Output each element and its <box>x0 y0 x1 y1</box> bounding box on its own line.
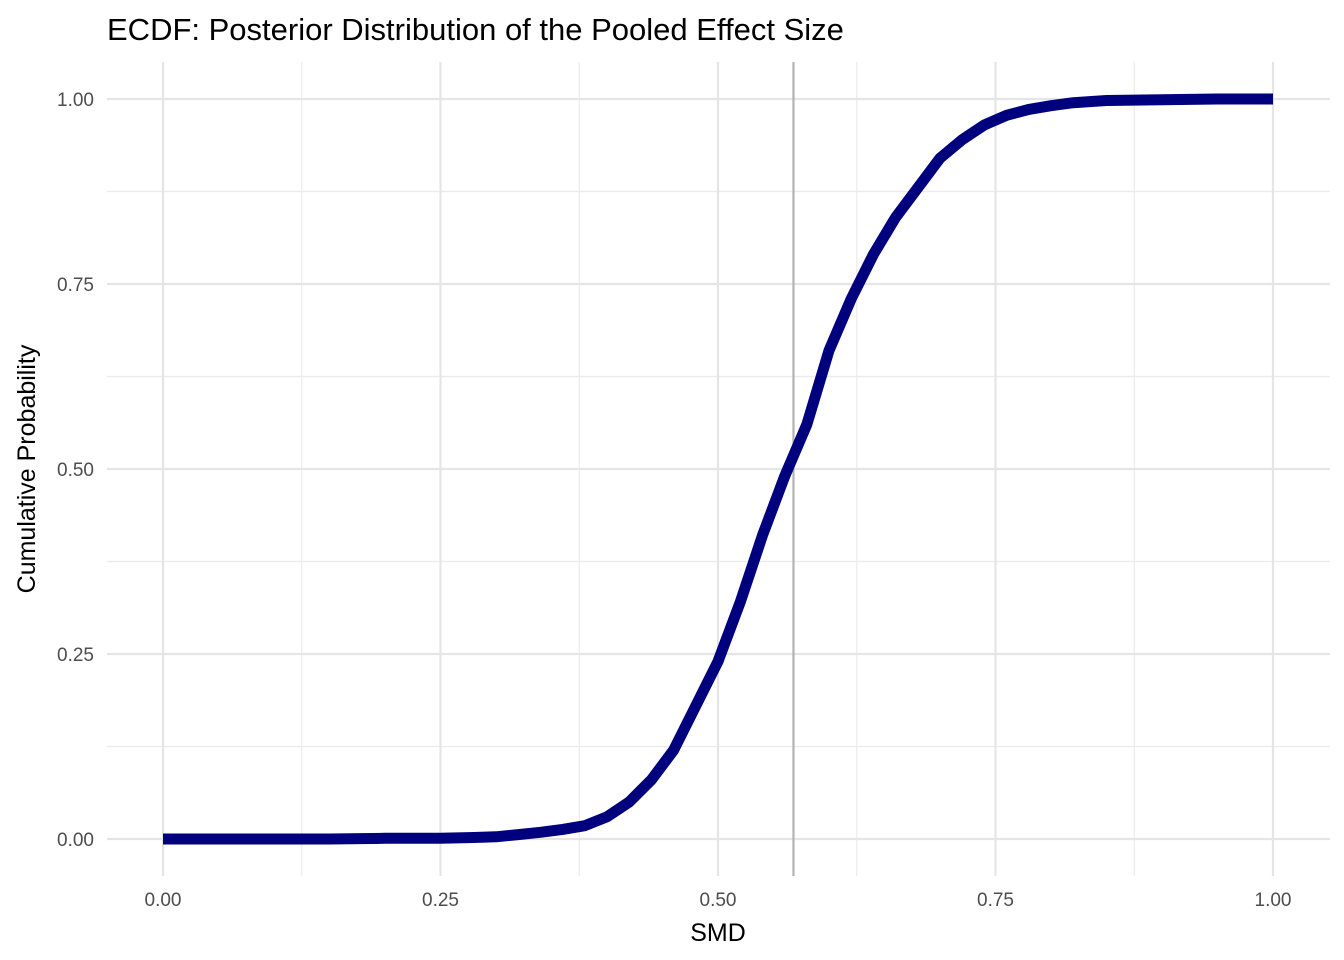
y-tick-label: 1.00 <box>57 90 94 111</box>
x-tick-labels: 0.00 0.25 0.50 0.75 1.00 <box>145 890 1292 911</box>
y-tick-labels: 0.00 0.25 0.50 0.75 1.00 <box>57 90 94 851</box>
x-tick-label: 0.25 <box>422 890 459 911</box>
ecdf-series-line <box>163 93 1273 845</box>
x-tick-label: 0.75 <box>977 890 1014 911</box>
x-tick-label: 1.00 <box>1255 890 1292 911</box>
y-tick-label: 0.25 <box>57 645 94 666</box>
chart-title: ECDF: Posterior Distribution of the Pool… <box>107 12 844 47</box>
y-tick-label: 0.50 <box>57 460 94 481</box>
x-axis-title: SMD <box>690 919 746 947</box>
y-tick-label: 0.00 <box>57 830 94 851</box>
major-gridlines <box>107 62 1330 876</box>
series-group <box>163 93 1273 845</box>
x-tick-label: 0.00 <box>145 890 182 911</box>
y-tick-label: 0.75 <box>57 275 94 296</box>
x-tick-label: 0.50 <box>700 890 737 911</box>
y-axis-title: Cumulative Probability <box>13 344 41 593</box>
